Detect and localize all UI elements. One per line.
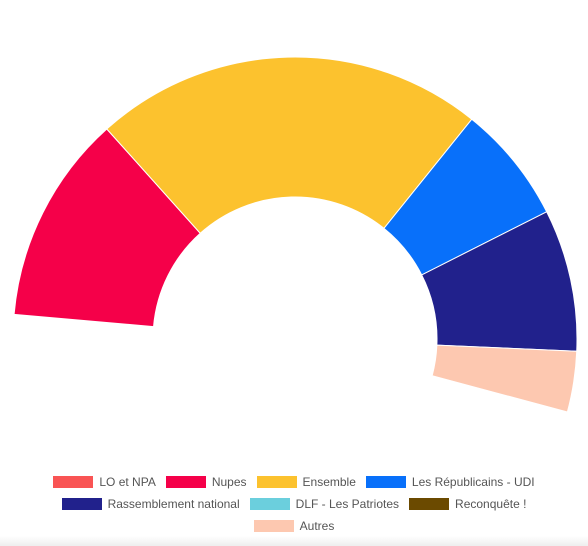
legend-label: Ensemble [302,475,356,489]
legend-label: Reconquête ! [455,497,527,511]
legend-swatch [253,520,294,532]
chart-legend: LO et NPA Nupes Ensemble Les Républicains -… [0,474,588,534]
legend-swatch [53,476,94,488]
legend-swatch [165,476,206,488]
legend-swatch [365,476,406,488]
legend-item[interactable]: DLF - Les Patriotes [249,496,400,512]
legend-item[interactable]: LO et NPA [53,474,156,490]
legend-swatch [409,498,450,510]
legend-swatch [249,498,290,510]
slice-autres[interactable] [431,344,578,413]
slice-ensemble[interactable] [106,56,473,234]
legend-label: Autres [299,519,335,533]
legend-item[interactable]: Ensemble [256,474,356,490]
legend-label: LO et NPA [99,475,156,489]
legend-item[interactable]: Reconquête ! [409,496,526,512]
legend-label: Rassemblement national [107,497,240,511]
slice-nupes[interactable] [13,128,201,328]
bottom-edge [0,536,588,546]
legend-item[interactable]: Nupes [165,474,247,490]
legend-label: Nupes [211,475,247,489]
legend-label: DLF - Les Patriotes [295,497,400,511]
legend-item[interactable]: Autres [253,518,335,534]
legend-label: Les Républicains - UDI [411,475,535,489]
legend-swatch [61,498,102,510]
legend-item[interactable]: Les Républicains - UDI [365,474,535,490]
legend-swatch [256,476,297,488]
legend-item[interactable]: Rassemblement national [61,496,240,512]
